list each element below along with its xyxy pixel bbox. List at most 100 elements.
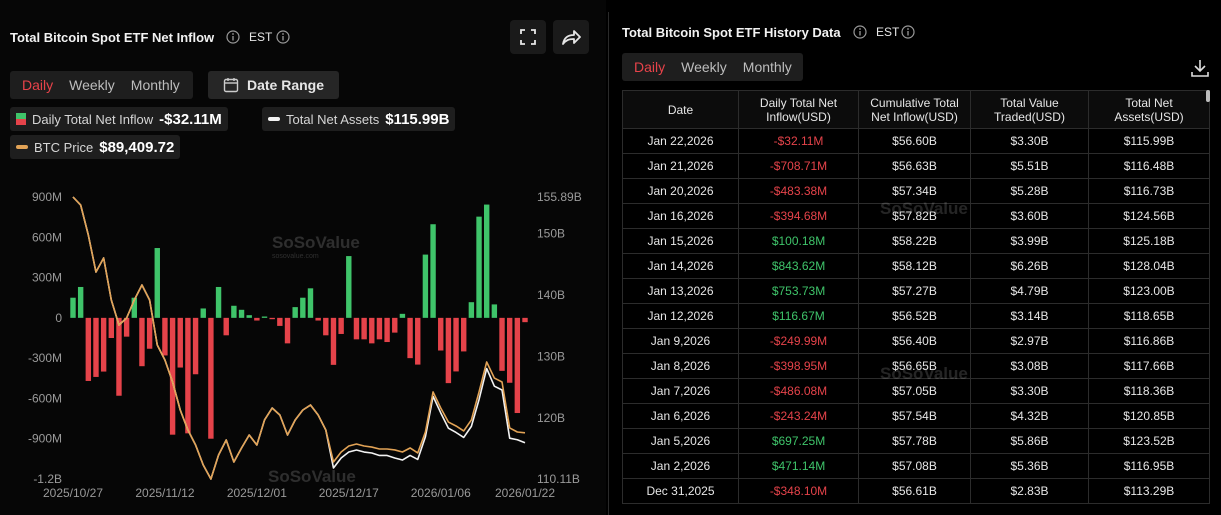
table-cell: $57.34B — [859, 179, 971, 204]
bar — [223, 317, 229, 336]
bar — [77, 286, 84, 318]
bar — [261, 316, 268, 318]
table-header-cell: Total Net Assets(USD) — [1089, 91, 1210, 129]
bar — [399, 313, 406, 318]
table-cell: $5.86B — [971, 429, 1089, 454]
table-cell: $5.28B — [971, 179, 1089, 204]
bar — [323, 317, 329, 336]
bar — [483, 204, 490, 318]
bar — [93, 317, 99, 377]
table-cell: $116.67M — [739, 304, 859, 329]
table-cell: Jan 21,2026 — [623, 154, 739, 179]
info-icon[interactable] — [226, 30, 240, 44]
y2-tick-label: 110.11B — [537, 472, 580, 486]
table-cell: $116.86B — [1089, 329, 1210, 354]
table-cell: $57.05B — [859, 379, 971, 404]
table-cell: $57.82B — [859, 204, 971, 229]
table-cell: $120.85B — [1089, 404, 1210, 429]
table-cell: -$398.95M — [739, 354, 859, 379]
table-cell: -$394.68M — [739, 204, 859, 229]
table-header-cell: Date — [623, 91, 739, 129]
tab[interactable]: Weekly — [681, 59, 727, 75]
bar — [300, 297, 306, 318]
x-tick-label: 2025/12/01 — [227, 486, 287, 500]
bar — [491, 304, 498, 318]
tab[interactable]: Daily — [22, 77, 54, 93]
table-cell: $471.14M — [739, 454, 859, 479]
info-icon[interactable] — [901, 25, 915, 39]
table-cell: Jan 5,2026 — [623, 429, 739, 454]
table-cell: $128.04B — [1089, 254, 1210, 279]
y2-tick-label: 120B — [537, 411, 565, 425]
y-tick-label: -900M — [28, 432, 62, 446]
table-cell: -$32.11M — [739, 129, 859, 154]
legend-chip[interactable]: Daily Total Net Inflow -$32.11M — [10, 107, 228, 131]
table-header-cell: Daily Total Net Inflow(USD) — [739, 91, 859, 129]
bar — [468, 302, 475, 318]
table-cell: $123.52B — [1089, 429, 1210, 454]
x-tick-label: 2025/11/12 — [135, 486, 194, 500]
timezone: EST — [249, 30, 273, 44]
y2-tick-label: 130B — [537, 349, 565, 363]
bar — [139, 317, 145, 367]
legend-chip[interactable]: BTC Price $89,409.72 — [10, 135, 181, 159]
watermark: SoSoValue sosovalue.com SoSoValue — [268, 233, 360, 486]
table-cell: Jan 8,2026 — [623, 354, 739, 379]
bar — [430, 224, 436, 318]
table-cell: -$483.38M — [739, 179, 859, 204]
legend-chip[interactable]: Total Net Assets $115.99B — [262, 107, 456, 131]
bar — [353, 317, 360, 340]
y2-tick-label: 140B — [537, 288, 565, 302]
table-cell: $843.62M — [739, 254, 859, 279]
legend-value: $89,409.72 — [99, 138, 175, 156]
table-header-cell: Total Value Traded(USD) — [971, 91, 1089, 129]
table-watermark: SoSoValue SoSoValue — [880, 199, 968, 383]
legend-bar-icon — [16, 113, 26, 125]
period-tabs: Daily Weekly Monthly — [622, 53, 803, 81]
table-cell: -$243.24M — [739, 404, 859, 429]
watermark-url: sosovalue.com — [272, 253, 319, 260]
date-range-button[interactable]: Date Range — [208, 71, 339, 99]
x-tick-label: 2026/01/22 — [495, 486, 555, 500]
table-cell: $3.99B — [971, 229, 1089, 254]
table-cell: Jan 14,2026 — [623, 254, 739, 279]
table-cell: Jan 12,2026 — [623, 304, 739, 329]
legend-name: BTC Price — [34, 139, 94, 155]
table-cell: $3.30B — [971, 129, 1089, 154]
fullscreen-icon — [520, 29, 536, 45]
divider — [608, 12, 609, 515]
table-cell: $58.12B — [859, 254, 971, 279]
table-cell: Jan 22,2026 — [623, 129, 739, 154]
tab[interactable]: Weekly — [69, 77, 115, 93]
bar — [185, 317, 191, 434]
bar — [338, 317, 344, 334]
table-cell: $697.25M — [739, 429, 859, 454]
tab[interactable]: Monthly — [130, 77, 180, 93]
table-cell: Jan 16,2026 — [623, 204, 739, 229]
info-icon[interactable] — [276, 30, 290, 44]
fullscreen-button[interactable] — [510, 20, 546, 54]
y-tick-label: 0 — [55, 311, 62, 325]
table-cell: $57.54B — [859, 404, 971, 429]
table-cell: -$486.08M — [739, 379, 859, 404]
download-icon[interactable] — [1190, 58, 1210, 78]
period-tabs: Daily Weekly Monthly — [10, 71, 193, 99]
share-button[interactable] — [553, 20, 589, 54]
bar — [85, 317, 92, 381]
table-cell: $118.65B — [1089, 304, 1210, 329]
y-tick-label: -600M — [28, 391, 62, 405]
bar — [369, 317, 375, 344]
bar — [192, 317, 199, 375]
watermark-text: SoSoValue — [880, 364, 968, 383]
table-cell: $113.29B — [1089, 479, 1210, 504]
tab[interactable]: Daily — [634, 59, 666, 75]
x-tick-label: 2026/01/06 — [411, 486, 471, 500]
scrollbar[interactable] — [1206, 90, 1210, 102]
bar — [70, 297, 76, 318]
table-cell: $4.79B — [971, 279, 1089, 304]
info-icon[interactable] — [853, 25, 867, 39]
tab[interactable]: Monthly — [742, 59, 792, 75]
bar — [131, 297, 137, 318]
table-cell: $3.14B — [971, 304, 1089, 329]
